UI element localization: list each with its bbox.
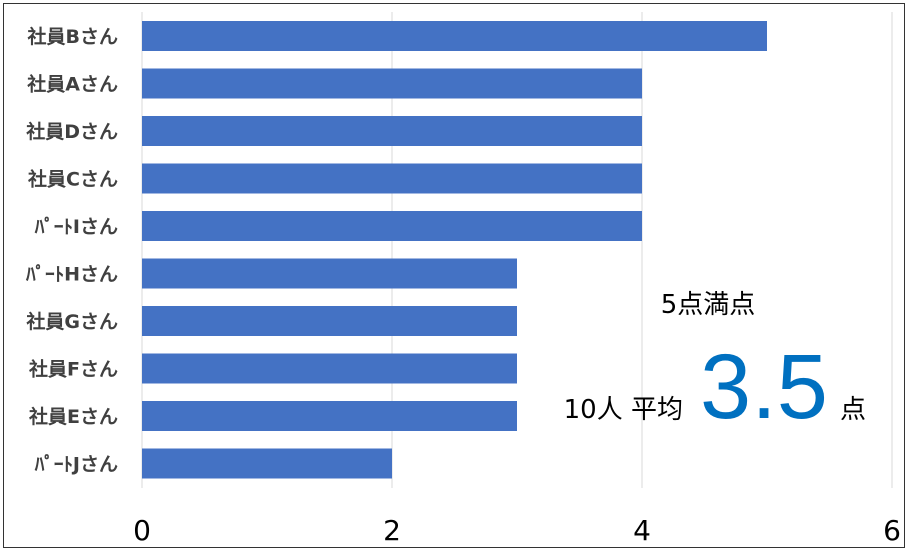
- x-tick-label: 2: [383, 514, 401, 547]
- category-label: ﾊﾟｰﾄHさん: [25, 263, 118, 286]
- category-label: 社員Bさん: [27, 25, 118, 48]
- bar: [142, 116, 642, 146]
- x-tick-label: 0: [133, 514, 151, 547]
- bar: [142, 353, 517, 384]
- average-unit-text: 点: [840, 395, 866, 425]
- category-label: ﾊﾟｰﾄIさん: [34, 215, 118, 238]
- bar: [142, 163, 642, 194]
- average-value: 3.5: [700, 336, 828, 438]
- x-tick-label: 6: [883, 514, 901, 547]
- x-tick-labels: 0 2 4 6: [133, 514, 901, 547]
- bar: [142, 211, 642, 241]
- x-tick-label: 4: [633, 514, 651, 547]
- category-label: 社員Cさん: [27, 168, 118, 191]
- bar: [142, 21, 767, 51]
- bar: [142, 401, 517, 431]
- count-average-text: 10人 平均: [564, 395, 683, 425]
- category-label: 社員Fさん: [28, 358, 118, 381]
- category-label: 社員Gさん: [25, 310, 118, 333]
- category-label: 社員Eさん: [28, 405, 118, 428]
- bars: [142, 21, 767, 479]
- bar: [142, 68, 642, 99]
- max-score-text: 5点満点: [661, 290, 756, 320]
- bar: [142, 448, 392, 479]
- category-label: 社員Dさん: [25, 120, 118, 143]
- category-label: 社員Aさん: [26, 73, 118, 96]
- bar: [142, 306, 517, 336]
- average-annotation: 5点満点 10人 平均 3.5 点: [564, 290, 866, 438]
- bar: [142, 258, 517, 289]
- category-label: ﾊﾟｰﾄJさん: [34, 453, 118, 476]
